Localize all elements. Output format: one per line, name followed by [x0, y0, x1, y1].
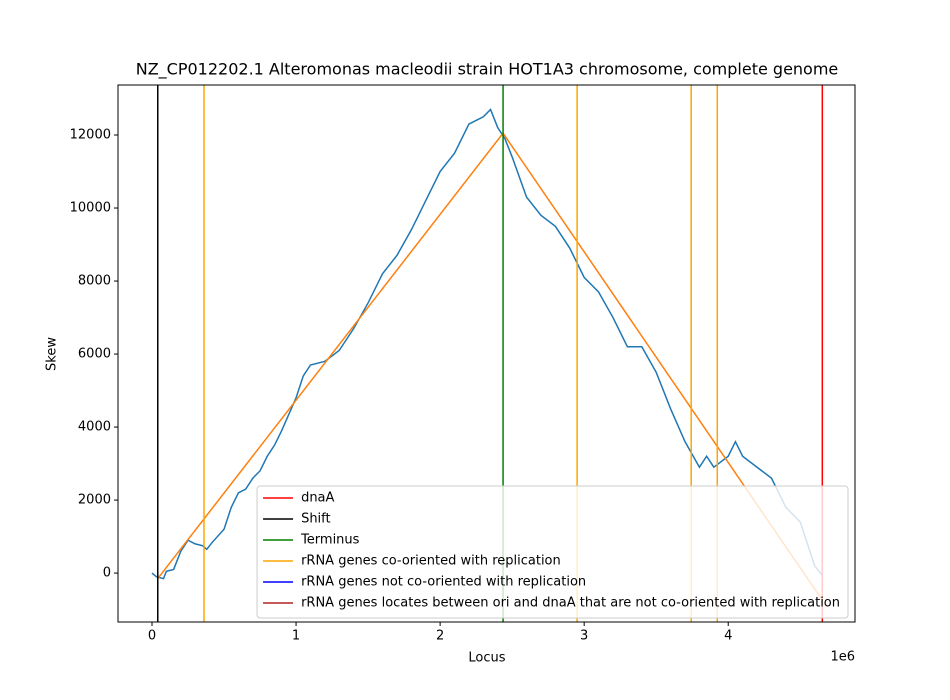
legend-label: Terminus [300, 533, 360, 548]
y-axis-label: Skew [45, 337, 60, 371]
y-tick-label: 12000 [70, 128, 111, 143]
legend-label: rRNA genes not co-oriented with replicat… [301, 575, 586, 590]
legend-label: Shift [301, 512, 331, 527]
x-tick-label: 1 [292, 629, 300, 644]
legend-label: rRNA genes co-oriented with replication [301, 554, 561, 569]
skew-line [151, 108, 823, 580]
legend-label: rRNA genes locates between ori and dnaA … [301, 596, 840, 611]
y-tick-label: 0 [103, 566, 111, 581]
x-offset-label: 1e6 [830, 650, 855, 665]
x-tick-label: 4 [724, 629, 732, 644]
y-tick-label: 10000 [70, 201, 111, 216]
legend: dnaA Shift Terminus rRNA genes co-oriented … [256, 485, 849, 619]
y-tick-label: 6000 [78, 347, 111, 362]
y-tick-label: 2000 [78, 493, 111, 508]
y-tick-label: 4000 [78, 420, 111, 435]
chart-title: NZ_CP012202.1 Alteromonas macleodii stra… [136, 60, 839, 80]
x-tick-label: 3 [580, 629, 588, 644]
legend-label: dnaA [301, 491, 334, 506]
x-tick-label: 2 [436, 629, 444, 644]
x-tick-label: 0 [148, 629, 156, 644]
legend-box [256, 485, 849, 619]
plot-frame [117, 84, 856, 623]
x-axis-label: Locus [468, 651, 505, 666]
y-tick-label: 8000 [78, 274, 111, 289]
